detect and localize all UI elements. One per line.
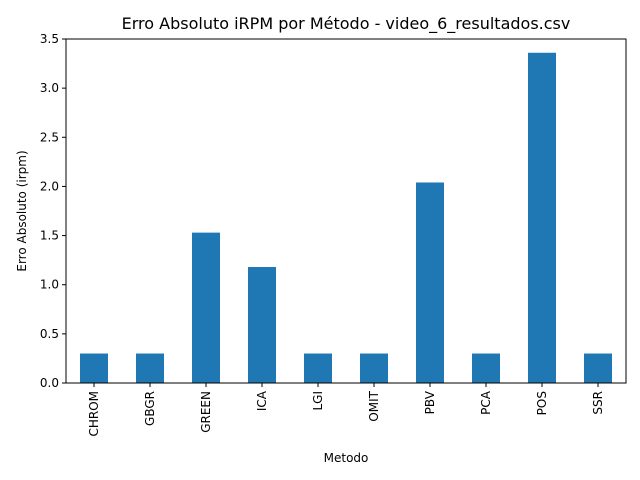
chart-title: Erro Absoluto iRPM por Método - video_6_… bbox=[122, 14, 571, 34]
bar-lgi bbox=[304, 353, 332, 383]
x-axis: CHROM GBGR GREEN ICA LGI OMIT PBV PCA POS SSR bbox=[87, 383, 605, 437]
x-tick-label: ICA bbox=[255, 390, 269, 411]
x-tick-label: PCA bbox=[479, 390, 493, 415]
x-tick-label: PBV bbox=[423, 390, 437, 414]
y-tick-label: 1.5 bbox=[40, 229, 59, 243]
x-tick-label: CHROM bbox=[87, 391, 101, 437]
x-tick-label: OMIT bbox=[367, 390, 381, 421]
x-tick-label: SSR bbox=[591, 391, 605, 415]
y-tick-label: 3.5 bbox=[40, 32, 59, 46]
y-tick-label: 2.0 bbox=[40, 179, 59, 193]
y-tick-label: 2.5 bbox=[40, 130, 59, 144]
x-tick-label: GBGR bbox=[143, 391, 157, 426]
y-tick-label: 0.0 bbox=[40, 376, 59, 390]
bar-ssr bbox=[584, 353, 612, 383]
y-tick-label: 0.5 bbox=[40, 327, 59, 341]
x-tick-label: LGI bbox=[311, 391, 325, 411]
bar-chrom bbox=[80, 353, 108, 383]
bars-group bbox=[80, 52, 612, 383]
x-tick-label: GREEN bbox=[199, 391, 213, 433]
bar-pca bbox=[472, 353, 500, 383]
x-tick-label: POS bbox=[535, 391, 549, 415]
bar-pos bbox=[528, 52, 556, 383]
bar-ica bbox=[248, 267, 276, 383]
y-axis: 0.0 0.5 1.0 1.5 2.0 2.5 3.0 3.5 bbox=[40, 32, 66, 390]
bar-pbv bbox=[416, 182, 444, 383]
plot-frame bbox=[65, 38, 627, 384]
y-tick-label: 3.0 bbox=[40, 81, 59, 95]
bar-green bbox=[192, 232, 220, 383]
x-axis-label: Metodo bbox=[324, 451, 369, 465]
y-tick-label: 1.0 bbox=[40, 278, 59, 292]
bar-omit bbox=[360, 353, 388, 383]
bar-gbgr bbox=[136, 353, 164, 383]
y-axis-label: Erro Absoluto (irpm) bbox=[15, 150, 29, 271]
